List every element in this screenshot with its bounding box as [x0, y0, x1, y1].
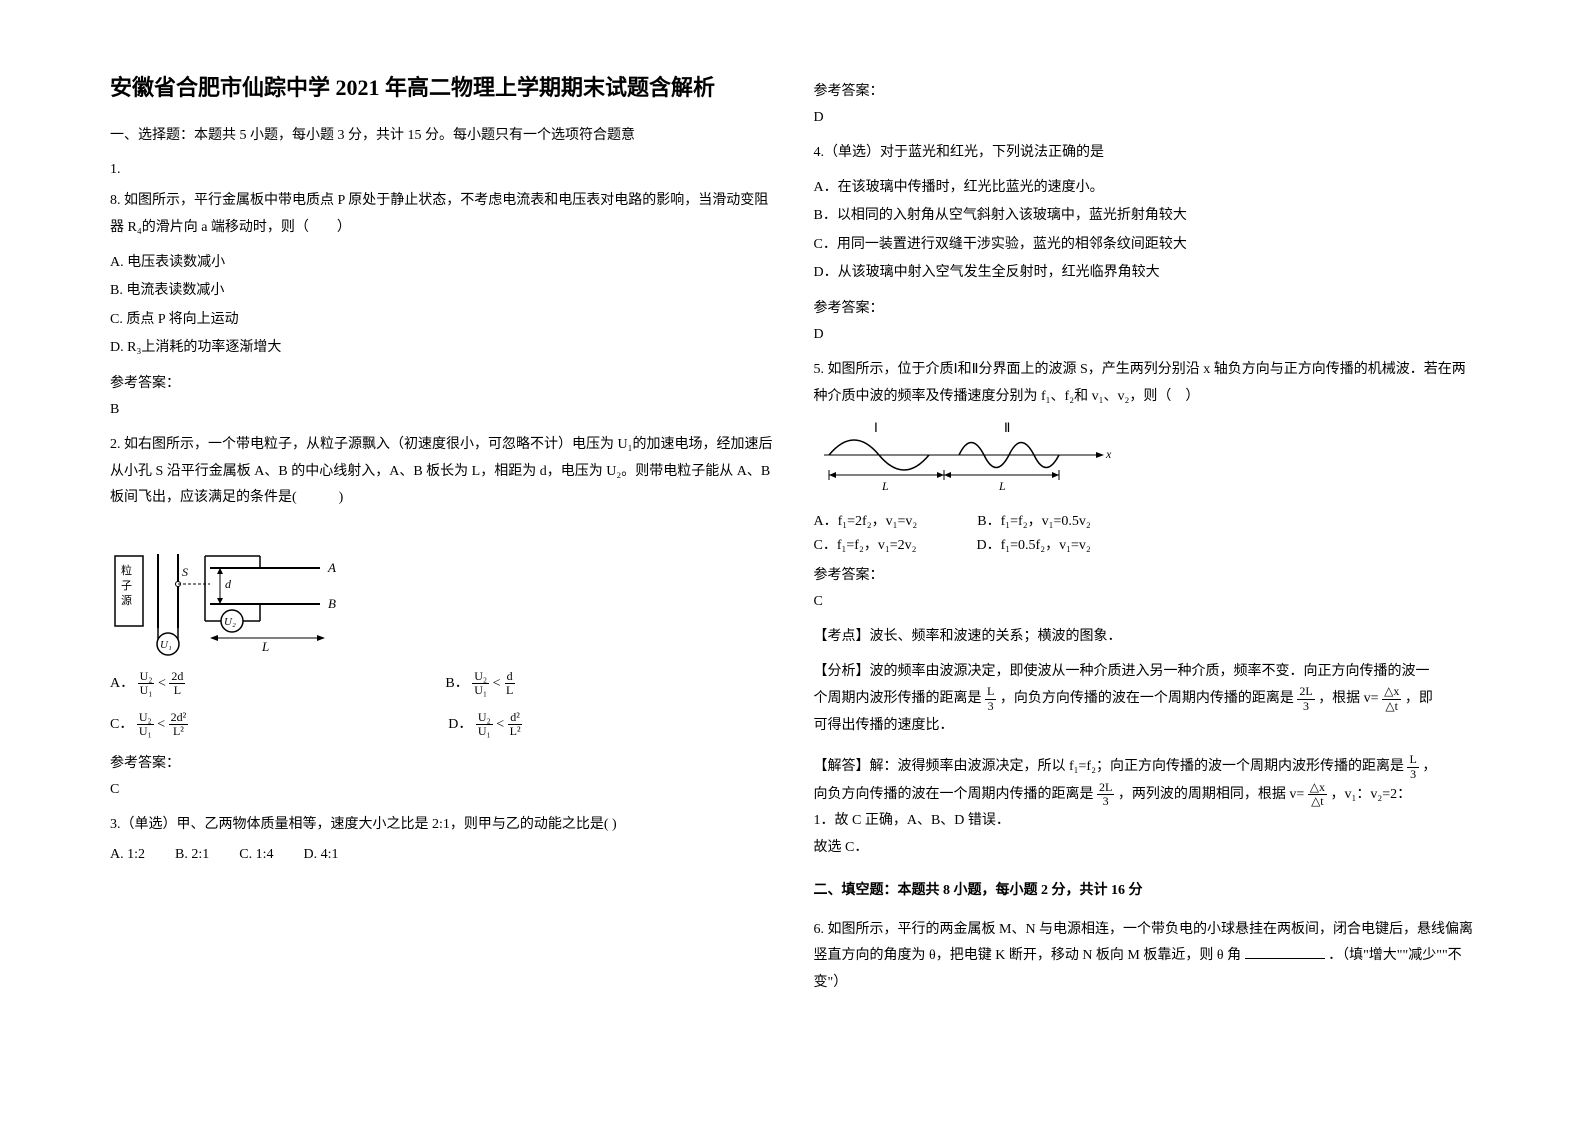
q1-option-c: C. 质点 P 将向上运动: [110, 307, 774, 334]
q5-jieda: 【解答】解：波得频率由波源决定，所以 f₁=f₂；向正方向传播的波一个周期内波形…: [814, 753, 1478, 861]
svg-text:粒: 粒: [121, 563, 132, 577]
q3-option-b: B. 2:1: [175, 847, 209, 863]
q3-options: A. 1:2 B. 2:1 C. 1:4 D. 4:1: [110, 847, 774, 863]
q2-option-c: C． U₂U₁ < 2d²L²: [110, 711, 188, 738]
q5-option-b: B．f₁=f₂，v₁=0.5v₂: [977, 510, 1090, 530]
svg-text:B: B: [328, 596, 336, 611]
q4-option-b: B．以相同的入射角从空气斜射入该玻璃中，蓝光折射角较大: [814, 203, 1478, 230]
q1-answer: B: [110, 402, 774, 418]
q5-option-a: A．f₁=2f₂，v₁=v₂: [814, 510, 918, 530]
q4-option-d: D．从该玻璃中射入空气发生全反射时，红光临界角较大: [814, 260, 1478, 287]
q2-option-b: B． U₂U₁ < dL: [445, 670, 515, 697]
q2-text: 2. 如右图所示，一个带电粒子，从粒子源飘入（初速度很小，可忽略不计）电压为 U…: [110, 432, 774, 512]
q1-number: 1.: [110, 162, 774, 178]
svg-text:Ⅰ: Ⅰ: [874, 420, 878, 435]
q5-kaodian: 【考点】波长、频率和波速的关系；横波的图象．: [814, 624, 1478, 651]
q2-options-row-1: A． U₂U₁ < 2dL B． U₂U₁ < dL: [110, 670, 774, 697]
svg-text:Ⅱ: Ⅱ: [1004, 420, 1010, 435]
q5-answer: C: [814, 594, 1478, 610]
right-column: 参考答案： D 4.（单选）对于蓝光和红光，下列说法正确的是 A．在该玻璃中传播…: [794, 70, 1498, 1052]
q1-option-a: A. 电压表读数减小: [110, 250, 774, 277]
q5-option-c: C．f₁=f₂，v₁=2v₂: [814, 534, 917, 554]
svg-text:d: d: [225, 577, 232, 591]
q2-option-a: A． U₂U₁ < 2dL: [110, 670, 185, 697]
section-1-header: 一、选择题：本题共 5 小题，每小题 3 分，共计 15 分。每小题只有一个选项…: [110, 123, 774, 148]
q5-text: 5. 如图所示，位于介质Ⅰ和Ⅱ分界面上的波源 S，产生两列分别沿 x 轴负方向与…: [814, 357, 1478, 410]
section-2-header: 二、填空题：本题共 8 小题，每小题 2 分，共计 16 分: [814, 878, 1478, 903]
q1-option-b: B. 电流表读数减小: [110, 278, 774, 305]
q2-circuit-diagram: 粒 子 源 S U₁ A B d: [110, 526, 350, 656]
q3-answer: D: [814, 110, 1478, 126]
q1-8-text: 8. 如图所示，平行金属板中带电质点 P 原处于静止状态，不考虑电流表和电压表对…: [110, 188, 774, 241]
svg-text:L: L: [881, 479, 889, 493]
svg-text:L: L: [998, 479, 1006, 493]
q2-options-row-2: C． U₂U₁ < 2d²L² D． U₂U₁ < d²L²: [110, 711, 774, 738]
q1-answer-label: 参考答案：: [110, 372, 774, 392]
q4-text: 4.（单选）对于蓝光和红光，下列说法正确的是: [814, 140, 1478, 167]
q3-option-c: C. 1:4: [239, 847, 273, 863]
q5-option-d: D．f₁=0.5f₂，v₁=v₂: [976, 534, 1090, 554]
document-title: 安徽省合肥市仙踪中学 2021 年高二物理上学期期末试题含解析: [110, 70, 774, 105]
q4-answer: D: [814, 327, 1478, 343]
q3-answer-label: 参考答案：: [814, 80, 1478, 100]
q4-option-a: A．在该玻璃中传播时，红光比蓝光的速度小。: [814, 175, 1478, 202]
q3-option-a: A. 1:2: [110, 847, 145, 863]
svg-text:A: A: [327, 560, 336, 575]
q3-text: 3.（单选）甲、乙两物体质量相等，速度大小之比是 2:1，则甲与乙的动能之比是(…: [110, 812, 774, 839]
svg-text:子: 子: [121, 579, 132, 592]
q2-answer-label: 参考答案：: [110, 752, 774, 772]
q6-blank: [1245, 945, 1325, 959]
q4-option-c: C．用同一装置进行双缝干涉实验，蓝光的相邻条纹间距较大: [814, 232, 1478, 259]
q5-fenxi: 【分析】波的频率由波源决定，即使波从一种介质进入另一种介质，频率不变．向正方向传…: [814, 659, 1478, 740]
q5-options-row-2: C．f₁=f₂，v₁=2v₂ D．f₁=0.5f₂，v₁=v₂: [814, 534, 1478, 554]
q2-answer: C: [110, 782, 774, 798]
svg-text:源: 源: [121, 593, 132, 607]
q2-option-d: D． U₂U₁ < d²L²: [448, 711, 522, 738]
q4-answer-label: 参考答案：: [814, 297, 1478, 317]
svg-text:U₁: U₁: [160, 639, 172, 651]
svg-text:S: S: [182, 565, 188, 579]
svg-text:U₂: U₂: [224, 616, 236, 628]
q5-options-row-1: A．f₁=2f₂，v₁=v₂ B．f₁=f₂，v₁=0.5v₂: [814, 510, 1478, 530]
q1-option-d: D. R₃上消耗的功率逐渐增大: [110, 335, 774, 362]
svg-text:L: L: [261, 639, 269, 654]
q5-wave-diagram: x Ⅰ Ⅱ L L: [814, 420, 1114, 500]
q5-answer-label: 参考答案：: [814, 564, 1478, 584]
q3-option-d: D. 4:1: [303, 847, 338, 863]
left-column: 安徽省合肥市仙踪中学 2021 年高二物理上学期期末试题含解析 一、选择题：本题…: [90, 70, 794, 1052]
svg-text:x: x: [1105, 447, 1112, 461]
q6-text: 6. 如图所示，平行的两金属板 M、N 与电源相连，一个带负电的小球悬挂在两板间…: [814, 917, 1478, 997]
